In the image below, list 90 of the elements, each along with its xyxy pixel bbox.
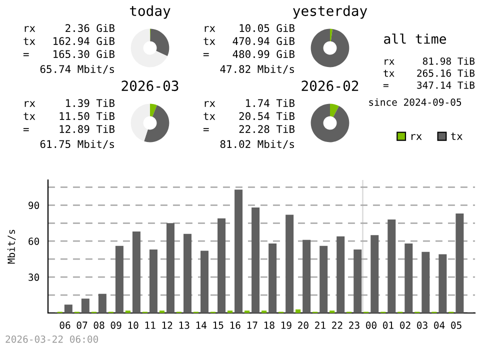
text: since 2024-09-05 bbox=[369, 98, 462, 106]
x-tick-label: 21 bbox=[315, 322, 326, 329]
bar bbox=[81, 298, 90, 313]
text: tx 162.94 GiB bbox=[24, 36, 115, 46]
x-tick-label: 03 bbox=[417, 322, 428, 329]
bar bbox=[218, 218, 226, 313]
donut-slice bbox=[150, 104, 157, 117]
text: rx 10.05 GiB bbox=[204, 24, 295, 32]
x-tick-label: 10 bbox=[128, 322, 138, 329]
x-tick-label: 14 bbox=[196, 322, 206, 329]
x-tick-label: 22 bbox=[332, 322, 342, 329]
x-tick-label: 20 bbox=[298, 322, 308, 329]
text: 2026-03-22 06:00 bbox=[6, 335, 98, 343]
donut-slice bbox=[130, 28, 168, 68]
x-tick-label: 08 bbox=[94, 322, 104, 329]
x-tick-label: 13 bbox=[179, 322, 190, 329]
bar bbox=[184, 234, 192, 313]
text: = 22.28 TiB bbox=[203, 124, 295, 134]
y-tick-label: 30 bbox=[28, 274, 40, 281]
donut-slice bbox=[330, 104, 340, 118]
text: 61.75 Mbit/s bbox=[40, 140, 114, 149]
x-tick-label: 06 bbox=[60, 322, 70, 329]
donut-slice bbox=[130, 104, 150, 142]
bar bbox=[404, 244, 413, 313]
donut-slice bbox=[330, 28, 333, 42]
text: tx 470.94 GiB bbox=[204, 36, 295, 46]
bar bbox=[268, 244, 277, 313]
x-tick-label: 07 bbox=[76, 322, 88, 329]
bar bbox=[438, 254, 447, 313]
bar bbox=[234, 190, 243, 313]
text: tx 265.16 TiB bbox=[384, 69, 475, 77]
bar bbox=[98, 294, 106, 313]
donut-slice bbox=[310, 28, 350, 68]
x-tick-label: 05 bbox=[451, 322, 462, 329]
donut-slice bbox=[144, 105, 170, 142]
text: = 165.30 GiB bbox=[23, 50, 115, 58]
bar bbox=[252, 208, 260, 313]
text: 65.74 Mbit/s bbox=[40, 64, 114, 74]
x-tick-label: 17 bbox=[247, 322, 258, 329]
bar bbox=[149, 249, 158, 313]
bar bbox=[302, 240, 311, 313]
bar bbox=[422, 252, 430, 313]
bar bbox=[64, 304, 72, 313]
y-axis-title: Mbit/s bbox=[7, 230, 16, 264]
text: tx 20.54 TiB bbox=[204, 112, 295, 120]
y-tick-label: 60 bbox=[28, 238, 40, 245]
donut-slice bbox=[310, 104, 350, 142]
x-tick-label: 23 bbox=[349, 322, 360, 329]
x-tick-label: 12 bbox=[162, 322, 172, 329]
x-tick-label: 16 bbox=[230, 322, 240, 329]
bar bbox=[200, 250, 209, 313]
text: rx 1.39 TiB bbox=[24, 98, 115, 108]
bar bbox=[354, 249, 362, 313]
bar bbox=[286, 214, 294, 313]
x-tick-label: 01 bbox=[383, 322, 394, 329]
text: rx 1.74 TiB bbox=[204, 98, 295, 107]
x-tick-label: 02 bbox=[400, 322, 410, 329]
text: 81.02 Mbit/s bbox=[220, 140, 294, 149]
text: rx 81.98 TiB bbox=[384, 57, 475, 65]
donut-slice bbox=[150, 28, 170, 56]
x-tick-label: 00 bbox=[366, 322, 376, 329]
x-tick-label: 15 bbox=[213, 322, 224, 329]
x-tick-label: 11 bbox=[145, 322, 156, 329]
x-tick-label: 18 bbox=[264, 322, 274, 329]
chart-title: 2026-02 bbox=[302, 80, 358, 92]
x-tick-label: 04 bbox=[434, 322, 445, 329]
bar bbox=[388, 220, 396, 313]
bar bbox=[336, 236, 345, 313]
chart-title: 2026-03 bbox=[122, 80, 178, 92]
y-tick-label: 90 bbox=[28, 202, 40, 210]
text: tx 11.50 TiB bbox=[24, 112, 115, 120]
legend-label: tx bbox=[450, 132, 462, 140]
bar bbox=[115, 246, 124, 313]
text: 47.82 Mbit/s bbox=[220, 64, 294, 74]
text: = 347.14 TiB bbox=[383, 81, 475, 89]
chart-title: today bbox=[130, 5, 170, 19]
text: all time bbox=[384, 34, 446, 44]
bar bbox=[320, 246, 328, 313]
text: = 12.89 TiB bbox=[23, 124, 115, 134]
x-tick-label: 09 bbox=[110, 322, 122, 329]
chart-title: yesterday bbox=[293, 5, 368, 19]
bar bbox=[370, 235, 379, 313]
bar bbox=[132, 232, 140, 313]
text: rx 2.36 GiB bbox=[24, 24, 115, 32]
text: = 480.99 GiB bbox=[203, 50, 295, 58]
x-tick-label: 19 bbox=[281, 322, 292, 329]
legend-label: rx bbox=[411, 134, 422, 140]
bar bbox=[166, 223, 174, 313]
bar bbox=[456, 214, 464, 313]
bar bbox=[296, 309, 301, 313]
